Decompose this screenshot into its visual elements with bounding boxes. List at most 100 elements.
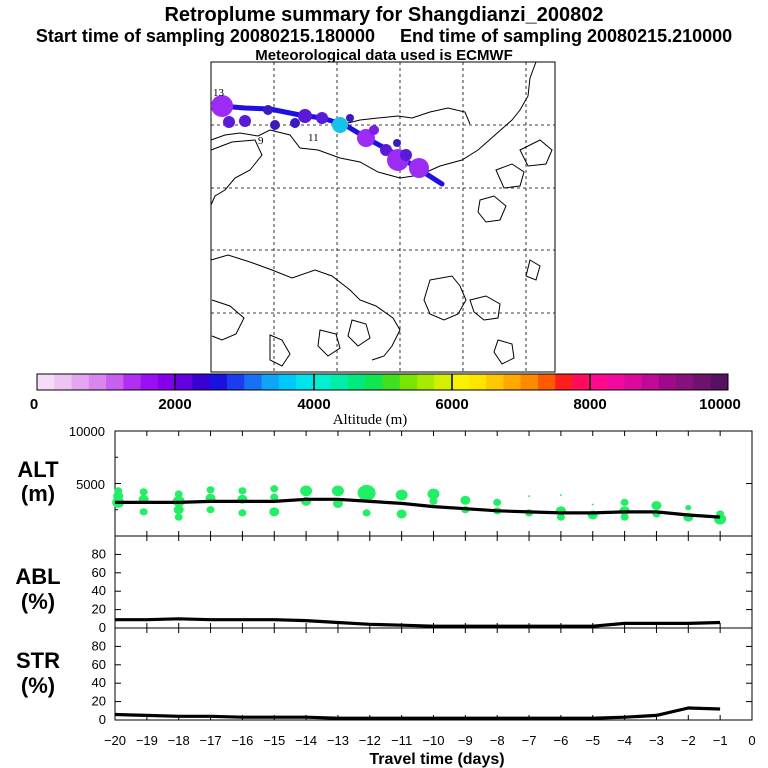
plume-cluster-point [331,485,344,497]
plume-cluster-point [651,501,662,511]
colorbar-cell [175,374,193,390]
colorbar-dividers [174,374,591,390]
colorbar-frame [36,373,729,391]
plume-cluster-point [620,498,629,506]
colorbar-cell [157,374,176,390]
plume-point [316,112,328,124]
x-tick-label: −10 [422,733,444,748]
plume-point [332,117,348,133]
plume-cluster-point [427,488,440,500]
x-tick-label: 0 [748,733,755,748]
alt-panel-frame [114,430,753,537]
day-label: 9 [258,135,264,147]
colorbar-label: Altitude (m) [333,412,408,428]
alt-ytick-label: 10000 [69,424,105,439]
abl-ytick-label: 0 [99,620,106,635]
colorbar-cell [37,374,55,390]
colorbar-cell [365,374,383,390]
abl-panel: 0 20 40 60 80 [92,535,753,635]
x-tick-label: −4 [617,733,632,748]
plume-cluster-point [139,508,148,516]
day-label: 13 [213,87,225,99]
plume-cluster-point [559,494,562,496]
colorbar-cell [520,374,539,390]
colorbar-cell [192,374,211,390]
plume-point [290,118,300,128]
colorbar-cell [123,374,142,390]
plume-cluster-point [332,498,343,508]
plume-cluster-point [139,488,148,496]
map-panel: 13 9 11 [210,61,556,373]
chart-title: Retroplume summary for Shangdianzi_20080… [164,4,604,26]
colorbar-cell [106,374,124,390]
plume-cluster-point [685,504,692,511]
colorbar-tick: 0 [30,396,38,413]
x-tick-label: −5 [585,733,600,748]
plume-point [263,105,273,115]
plume-cluster-point [300,485,313,497]
x-tick-label: −12 [359,733,381,748]
alt-label-top: ALT [17,457,59,482]
str-label-unit: (%) [21,673,55,698]
plume-cluster-point [238,487,247,495]
met-data-line: Meteorological data used is ECMWF [255,47,513,64]
plume-point [393,139,401,147]
plume-cluster-point [238,509,247,517]
plume-point [369,125,379,135]
str-ytick-label: 80 [92,638,106,653]
colorbar-tick: 10000 [699,396,741,413]
abl-label-unit: (%) [21,589,55,614]
str-series-line [114,706,721,720]
colorbar-cell [624,374,643,390]
colorbar-cell [261,374,280,390]
plume-cluster-point [174,490,183,498]
plume-cluster-point [591,503,594,506]
abl-panel-frame [114,535,753,629]
colorbar-cell [572,374,591,390]
altitude-colorbar: 0 2000 4000 6000 8000 10000 Altitude (m) [30,373,741,428]
colorbar-cell [399,374,418,390]
colorbar-cell [382,374,401,390]
colorbar-cell [227,374,245,390]
plume-cluster-point [528,495,531,497]
x-tick-label: −15 [263,733,285,748]
colorbar-cell [676,374,694,390]
plume-cluster-point [395,489,408,501]
plume-point [270,120,280,130]
colorbar-cell [658,374,677,390]
alt-series-line [115,497,721,519]
colorbar-cell [434,374,453,390]
plume-cluster-point [429,497,438,505]
alt-panel [112,430,753,537]
x-tick-label: −6 [553,733,568,748]
colorbar-cell [641,374,660,390]
colorbar-cell [140,374,159,390]
x-tick-label: −18 [168,733,190,748]
plume-cluster-point [620,513,629,521]
str-panel: 0 20 40 60 80 [92,627,753,727]
plume-cluster-point [174,513,183,521]
colorbar-cell [209,374,228,390]
colorbar-cell [71,374,90,390]
colorbar-cell [278,374,297,390]
colorbar-cell [589,374,608,390]
colorbar-cell [486,374,504,390]
colorbar-cell [244,374,263,390]
colorbar-cell [88,374,107,390]
plume-point [239,115,251,127]
x-tick-label: −20 [104,733,126,748]
colorbar-cell [537,374,556,390]
x-tick-label: −8 [490,733,505,748]
colorbar-cell [710,374,729,390]
retroplume-track [211,95,445,187]
map-graticule [211,62,555,372]
colorbar-cell [607,374,625,390]
plume-point [400,149,412,161]
plume-cluster-point [357,484,376,502]
plume-point [211,95,233,117]
colorbar-cell [468,374,487,390]
colorbar-cell [417,374,435,390]
str-panel-frame [114,627,753,721]
